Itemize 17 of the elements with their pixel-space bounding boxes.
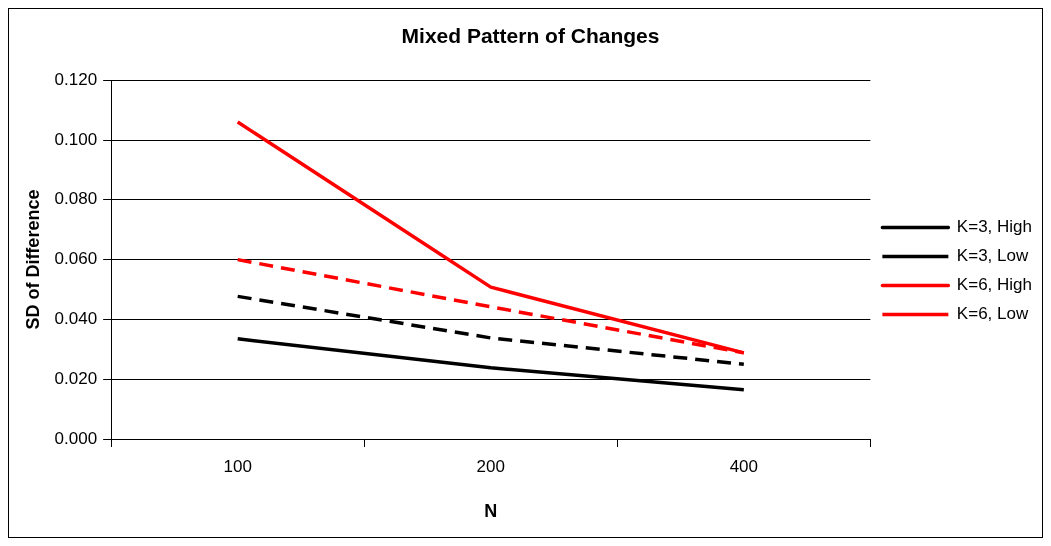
y-tick-label: 0.100 bbox=[54, 129, 98, 149]
y-tick-label: 0.060 bbox=[54, 249, 98, 269]
x-tick-label: 400 bbox=[729, 456, 759, 476]
y-tick-label: 0.000 bbox=[54, 428, 98, 448]
x-tick-label: 100 bbox=[223, 456, 252, 476]
y-tick-label: 0.040 bbox=[54, 309, 98, 329]
y-tick-label: 0.020 bbox=[54, 368, 98, 388]
legend-label: K=3, High bbox=[956, 217, 1033, 237]
legend-label: K=6, Low bbox=[956, 304, 1029, 324]
y-tick-label: 0.120 bbox=[54, 69, 98, 89]
x-tick-label: 200 bbox=[476, 456, 505, 476]
x-axis-title: N bbox=[484, 501, 498, 522]
y-tick-label: 0.080 bbox=[54, 189, 98, 209]
legend-label: K=6, High bbox=[956, 275, 1033, 295]
chart-title: Mixed Pattern of Changes bbox=[401, 24, 660, 48]
legend-label: K=3, Low bbox=[956, 246, 1029, 266]
y-axis-title: SD of Difference bbox=[22, 189, 43, 330]
